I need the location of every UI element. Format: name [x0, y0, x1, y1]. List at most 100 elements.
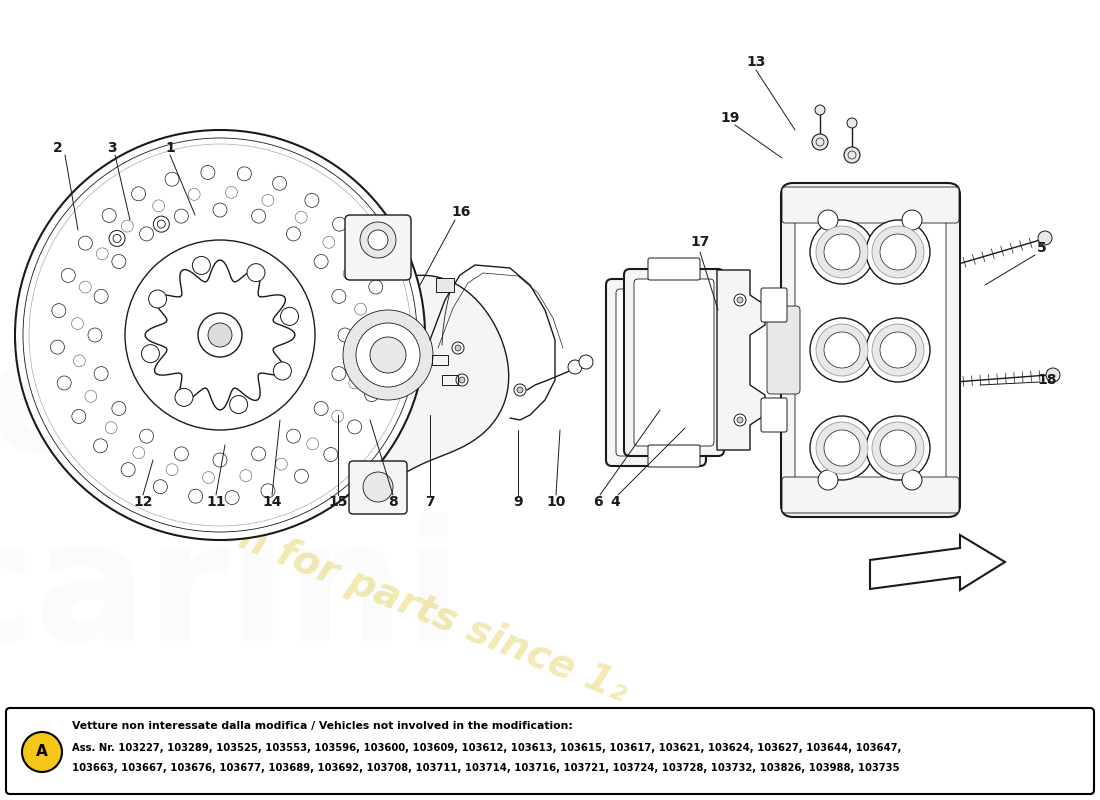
Text: 5: 5 [1037, 241, 1047, 255]
FancyBboxPatch shape [761, 398, 786, 432]
Circle shape [452, 342, 464, 354]
FancyBboxPatch shape [767, 306, 800, 394]
Circle shape [1038, 231, 1052, 245]
Circle shape [816, 226, 868, 278]
Bar [432, 355, 448, 365]
Text: 6: 6 [593, 495, 603, 509]
Circle shape [818, 470, 838, 490]
Circle shape [824, 332, 860, 368]
Circle shape [847, 118, 857, 128]
Text: 1: 1 [165, 141, 175, 155]
Circle shape [125, 240, 315, 430]
Text: 9: 9 [514, 495, 522, 509]
FancyBboxPatch shape [648, 258, 700, 280]
Text: 13: 13 [746, 55, 766, 69]
FancyBboxPatch shape [795, 197, 946, 503]
Text: Vetture non interessate dalla modifica / Vehicles not involved in the modificati: Vetture non interessate dalla modifica /… [72, 721, 573, 731]
Circle shape [812, 134, 828, 150]
Text: 19: 19 [720, 111, 739, 125]
Circle shape [810, 220, 875, 284]
FancyBboxPatch shape [6, 708, 1094, 794]
FancyBboxPatch shape [624, 269, 724, 456]
Circle shape [866, 220, 930, 284]
Polygon shape [145, 260, 295, 410]
Text: 7: 7 [426, 495, 434, 509]
Circle shape [872, 226, 924, 278]
Text: 103663, 103667, 103676, 103677, 103689, 103692, 103708, 103711, 103714, 103716, : 103663, 103667, 103676, 103677, 103689, … [72, 763, 900, 773]
Circle shape [248, 264, 265, 282]
Bar [436, 278, 454, 292]
Circle shape [579, 355, 593, 369]
Circle shape [360, 222, 396, 258]
Text: 4: 4 [610, 495, 620, 509]
Circle shape [343, 310, 433, 400]
Circle shape [368, 230, 388, 250]
Text: a passion for parts since 1₂: a passion for parts since 1₂ [66, 450, 634, 710]
Circle shape [844, 147, 860, 163]
Circle shape [517, 387, 522, 393]
Circle shape [455, 345, 461, 351]
Circle shape [514, 384, 526, 396]
FancyBboxPatch shape [616, 289, 696, 456]
Text: 10: 10 [547, 495, 565, 509]
Circle shape [456, 374, 468, 386]
Circle shape [824, 430, 860, 466]
Text: Ass. Nr. 103227, 103289, 103525, 103553, 103596, 103600, 103609, 103612, 103613,: Ass. Nr. 103227, 103289, 103525, 103553,… [72, 743, 901, 753]
FancyBboxPatch shape [761, 288, 786, 322]
Text: 14: 14 [262, 495, 282, 509]
FancyBboxPatch shape [782, 477, 959, 513]
Circle shape [363, 472, 393, 502]
Polygon shape [717, 270, 764, 450]
Circle shape [274, 362, 292, 380]
FancyBboxPatch shape [781, 183, 960, 517]
Circle shape [142, 345, 160, 362]
Circle shape [880, 332, 916, 368]
Circle shape [356, 323, 420, 387]
Circle shape [1046, 368, 1060, 382]
Circle shape [230, 395, 248, 414]
Text: 3: 3 [107, 141, 117, 155]
Circle shape [810, 416, 875, 480]
Circle shape [880, 430, 916, 466]
Circle shape [109, 230, 125, 246]
Circle shape [148, 290, 166, 308]
Circle shape [902, 470, 922, 490]
Polygon shape [241, 275, 508, 488]
Text: 2: 2 [53, 141, 63, 155]
Text: 12: 12 [133, 495, 153, 509]
Circle shape [737, 417, 742, 423]
Circle shape [816, 324, 868, 376]
Circle shape [192, 257, 210, 274]
Circle shape [902, 210, 922, 230]
Circle shape [734, 294, 746, 306]
Circle shape [737, 297, 742, 303]
Circle shape [866, 416, 930, 480]
Circle shape [568, 360, 582, 374]
FancyBboxPatch shape [349, 461, 407, 514]
Circle shape [810, 318, 875, 382]
Text: 11: 11 [207, 495, 226, 509]
Text: 15: 15 [328, 495, 348, 509]
FancyBboxPatch shape [648, 445, 700, 467]
Bar [442, 375, 458, 385]
Circle shape [734, 414, 746, 426]
Circle shape [175, 388, 192, 406]
Circle shape [818, 210, 838, 230]
Circle shape [370, 337, 406, 373]
Circle shape [15, 130, 425, 540]
FancyBboxPatch shape [634, 279, 714, 446]
Text: 18: 18 [1037, 373, 1057, 387]
FancyBboxPatch shape [606, 279, 706, 466]
Circle shape [22, 732, 62, 772]
Circle shape [815, 105, 825, 115]
Circle shape [824, 234, 860, 270]
Circle shape [198, 313, 242, 357]
FancyBboxPatch shape [345, 215, 411, 280]
Circle shape [880, 234, 916, 270]
Circle shape [153, 216, 169, 232]
Circle shape [872, 422, 924, 474]
Circle shape [459, 377, 465, 383]
Circle shape [208, 323, 232, 347]
Circle shape [872, 324, 924, 376]
Text: A: A [36, 745, 48, 759]
